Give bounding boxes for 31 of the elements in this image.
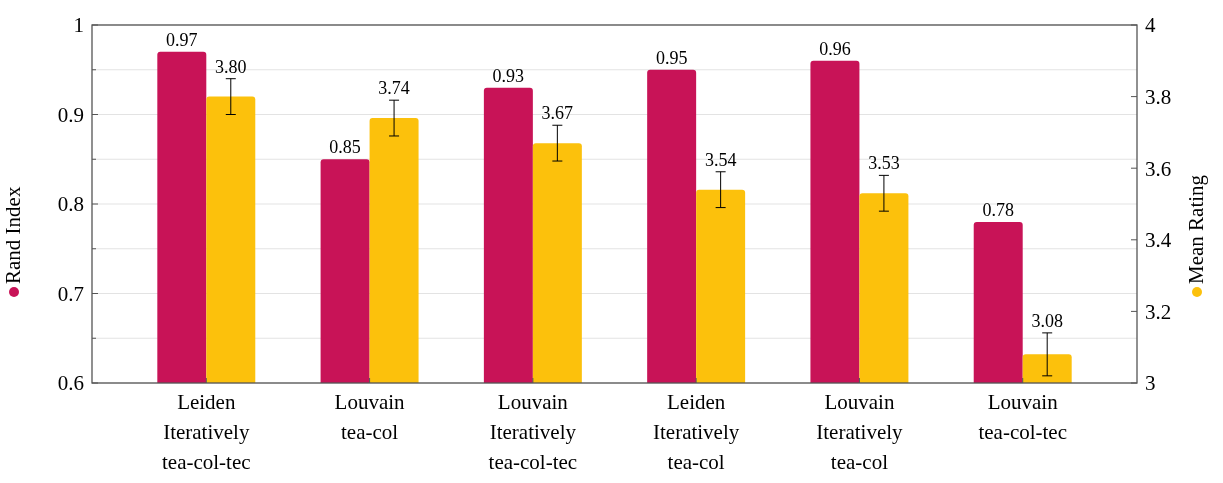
data-label: 0.97 — [166, 29, 198, 50]
y-tick-label: 1 — [73, 13, 84, 38]
y2-tick-label: 3.6 — [1145, 156, 1172, 181]
x-tick-label: Louvain Iteratively tea-col — [816, 390, 904, 474]
data-label: 3.54 — [704, 149, 737, 170]
x-tick-label: Leiden Iteratively tea-col — [652, 390, 740, 474]
y2-tick-label: 3 — [1145, 371, 1156, 396]
data-label: 3.74 — [378, 78, 410, 99]
y-axis-title: Rand Index — [1, 186, 25, 284]
data-label: 3.80 — [215, 56, 247, 77]
y-tick-label: 0.7 — [57, 281, 84, 306]
y-tick-label: 0.6 — [57, 371, 84, 396]
data-label: 0.95 — [655, 47, 688, 68]
y2-tick-label: 3.8 — [1145, 84, 1172, 109]
y-tick-label: 0.9 — [57, 102, 84, 127]
y2-tick-label: 3.4 — [1145, 228, 1172, 253]
x-tick-label: Leiden Iteratively tea-col-tec — [162, 390, 251, 474]
y-tick-label: 0.8 — [57, 192, 84, 217]
y2-tick-label: 4 — [1145, 13, 1156, 38]
x-tick-label: Louvain Iteratively tea-col-tec — [488, 390, 578, 474]
data-label: 0.85 — [329, 137, 361, 158]
data-label: 3.08 — [1031, 310, 1063, 331]
data-label: 3.53 — [868, 153, 900, 174]
x-tick-label: Louvain tea-col — [334, 390, 406, 444]
data-label: 0.96 — [819, 38, 851, 59]
data-label: 3.67 — [541, 103, 574, 124]
y2-axis-title: Mean Rating — [1184, 174, 1208, 284]
y2-tick-label: 3.2 — [1145, 299, 1172, 324]
data-label: 0.93 — [492, 65, 525, 86]
data-label: 0.78 — [982, 199, 1014, 220]
x-tick-label: Louvain tea-col-tec — [978, 390, 1067, 444]
